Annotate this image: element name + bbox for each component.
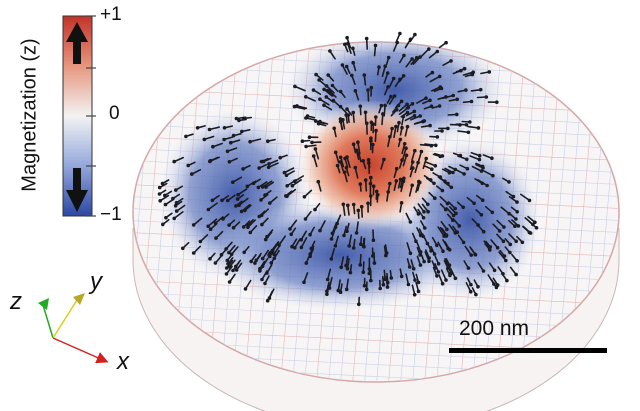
colorbar-title: Magnetization (z) [18,38,41,192]
scale-bar [449,348,607,353]
scale-bar-label: 200 nm [459,317,530,340]
down-arrow-icon [66,168,88,212]
colorbar-tick-bottom: −1 [100,204,122,225]
axis-label-z: z [10,288,22,315]
up-arrow-icon [66,22,88,64]
colorbar-tick-top: +1 [100,4,122,25]
axis-label-y: y [90,268,102,295]
axis-label-x: x [117,348,129,375]
axis-triad [38,293,109,364]
spin-arrows [157,31,539,307]
colorbar-tick-middle: 0 [109,103,120,124]
colorbar [62,15,96,217]
